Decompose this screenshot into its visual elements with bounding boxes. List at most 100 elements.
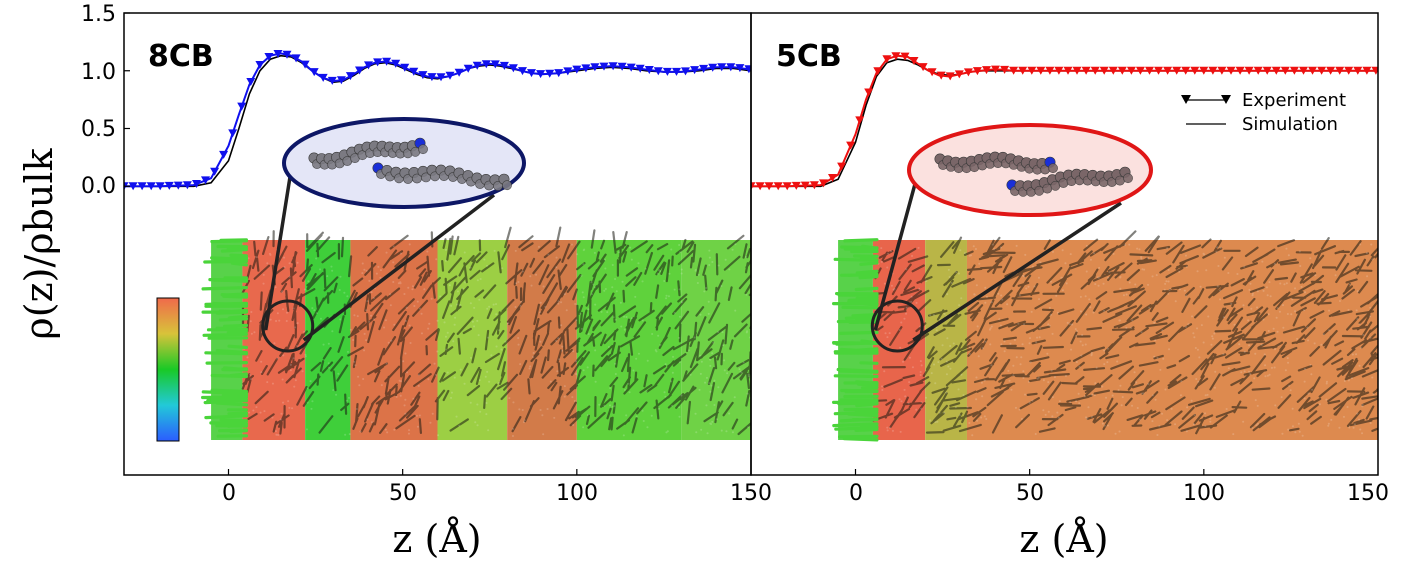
series-experiment-marker <box>855 116 865 125</box>
zoom-circle <box>261 299 315 353</box>
molecule-atom <box>502 180 512 191</box>
series-experiment-marker <box>1000 65 1010 74</box>
curves-8cb <box>124 50 751 191</box>
zoom-connector <box>302 193 496 342</box>
y-axis-title: ρ(z)/ρbulk <box>17 147 61 339</box>
series-experiment-marker <box>608 62 618 71</box>
x-axis-title-8cb: z (Å) <box>392 517 481 561</box>
series-experiment-marker <box>708 63 718 72</box>
series-experiment-marker <box>1199 66 1209 75</box>
series-experiment-marker <box>563 67 573 76</box>
series-experiment-marker <box>1289 66 1299 75</box>
panel-label-8cb: 8CB <box>148 39 214 74</box>
series-experiment-marker <box>744 65 751 74</box>
series-experiment-marker <box>782 182 792 191</box>
series-experiment-marker <box>954 70 964 79</box>
y-tick-label: 1.0 <box>81 60 116 85</box>
series-experiment-marker <box>518 67 527 76</box>
slab-molecules <box>872 230 1378 435</box>
series-experiment-marker <box>436 73 446 82</box>
series-experiment-marker <box>1190 66 1200 75</box>
series-experiment-marker <box>201 176 210 185</box>
series-experiment-marker <box>255 61 265 69</box>
series-experiment-marker <box>536 70 546 79</box>
x-tick-label: 50 <box>389 481 417 506</box>
curves-5cb <box>751 52 1378 191</box>
series-experiment-marker <box>1135 66 1145 75</box>
series-experiment-marker <box>1226 66 1236 75</box>
slab-band <box>925 240 967 440</box>
series-experiment-marker <box>1117 66 1127 75</box>
series-experiment-marker <box>717 63 727 72</box>
series-experiment-marker <box>945 72 955 81</box>
series-experiment-marker <box>644 66 654 74</box>
series-experiment-marker <box>1036 66 1046 75</box>
x-tick-label: 0 <box>222 481 236 506</box>
series-experiment-marker <box>1280 66 1290 75</box>
series-experiment-marker <box>963 68 973 77</box>
series-experiment-marker <box>345 72 355 81</box>
series-experiment-marker <box>755 182 765 191</box>
series-experiment-marker <box>463 64 473 73</box>
zoom-connector <box>263 176 292 331</box>
series-experiment-marker <box>545 69 555 78</box>
x-tick-label: 150 <box>1347 481 1389 506</box>
molecule-atom <box>1123 173 1133 184</box>
series-experiment-marker <box>1362 66 1372 75</box>
series-experiment-marker <box>1126 66 1136 75</box>
series-experiment-line <box>124 52 751 188</box>
series-experiment-marker <box>490 60 500 69</box>
series-experiment-marker <box>1145 66 1154 75</box>
series-experiment-marker <box>590 63 600 72</box>
series-experiment-marker <box>791 181 801 190</box>
ticks <box>124 12 1205 475</box>
series-experiment-marker <box>726 63 736 72</box>
series-experiment-marker <box>364 61 373 70</box>
x-tick-label: 0 <box>849 481 863 506</box>
series-experiment-marker <box>355 66 364 75</box>
slab-8cb <box>201 226 751 440</box>
slab-atoms <box>875 243 1378 437</box>
series-experiment-marker <box>472 61 482 70</box>
series-experiment-marker <box>1244 66 1254 75</box>
frame-5cb <box>750 12 1379 476</box>
series-experiment-marker <box>581 64 591 73</box>
series-experiment-marker <box>882 55 892 64</box>
series-experiment-marker <box>554 69 564 78</box>
series-experiment-marker <box>128 182 138 191</box>
series-experiment-marker <box>653 67 663 76</box>
series-experiment-marker <box>1317 66 1327 75</box>
series-experiment-marker <box>900 52 910 61</box>
series-experiment-marker <box>909 57 919 65</box>
series-experiment-marker <box>1045 66 1055 75</box>
series-experiment-marker <box>846 141 856 150</box>
series-experiment-marker <box>1208 66 1218 75</box>
series-experiment-marker <box>264 53 274 61</box>
series-experiment-marker <box>1344 66 1354 75</box>
series-simulation-line <box>124 54 751 188</box>
series-experiment-marker <box>327 76 337 85</box>
series-experiment-marker <box>1108 66 1118 75</box>
series-experiment-marker <box>291 54 301 63</box>
series-experiment-marker <box>382 57 392 66</box>
series-experiment-marker <box>1299 66 1308 75</box>
series-experiment-marker <box>991 65 1000 74</box>
series-experiment-marker <box>527 69 536 78</box>
series-experiment-marker <box>873 67 883 76</box>
series-experiment-marker <box>1054 66 1064 75</box>
molecule-atom <box>1048 163 1058 174</box>
series-experiment-marker <box>237 102 247 111</box>
series-experiment-marker <box>192 180 201 188</box>
series-experiment-marker <box>1009 66 1019 75</box>
series-experiment-marker <box>1063 66 1073 75</box>
colorbar <box>156 297 180 442</box>
series-experiment-marker <box>837 162 847 171</box>
series-experiment-marker <box>751 182 756 191</box>
series-experiment-marker <box>282 50 292 59</box>
x-tick-label: 50 <box>1016 481 1044 506</box>
panel-label-5cb: 5CB <box>776 39 842 74</box>
series-experiment-marker <box>1172 66 1182 75</box>
slab-edge-molecules <box>201 238 249 438</box>
series-experiment-marker <box>617 62 627 71</box>
legend-marker-experiment <box>1181 95 1191 104</box>
